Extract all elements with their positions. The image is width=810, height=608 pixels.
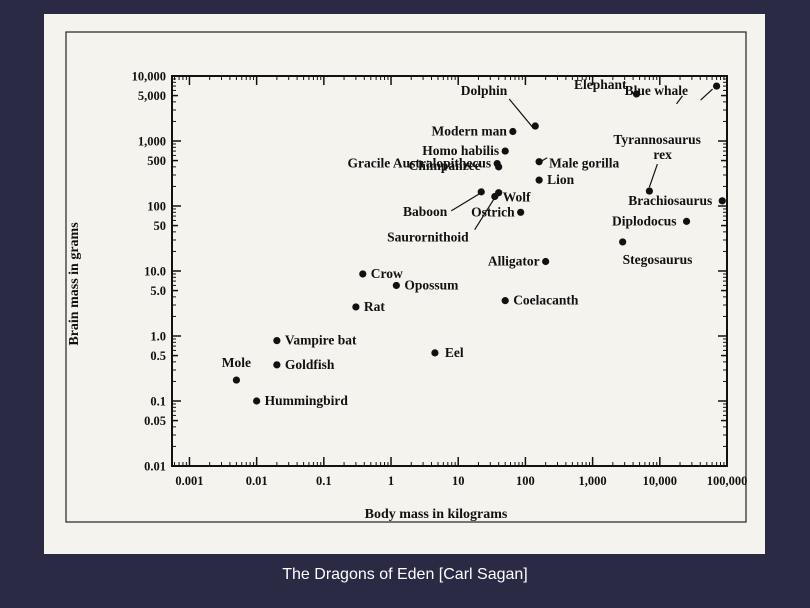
point-label-opossum: Opossum [404, 277, 459, 292]
point-rat [352, 303, 360, 311]
point-alligator [542, 257, 550, 266]
x-tick-label: 1 [388, 474, 394, 488]
y-tick-label: 1.0 [150, 330, 166, 344]
leader-line [676, 95, 683, 105]
point-label-vampire-bat: Vampire bat [285, 333, 357, 348]
point-label-chimpanzee: Chimpanzee [409, 158, 481, 173]
leader-line [508, 98, 534, 129]
point-label-homo-habilis: Homo habilis [422, 143, 499, 158]
point-label-brachiosaurus: Brachiosaurus [628, 193, 712, 208]
figure-frame [65, 31, 747, 523]
x-tick-label: 10,000 [643, 474, 677, 488]
point-ostrich [517, 208, 525, 216]
point-mole [232, 376, 241, 384]
x-tick-label: 100 [516, 474, 535, 488]
point-opossum [392, 281, 400, 290]
point-label-rat: Rat [364, 299, 385, 314]
y-tick-label: 100 [147, 200, 166, 214]
point-eel [431, 349, 439, 357]
y-tick-label: 0.5 [150, 349, 166, 363]
point-chimpanzee [495, 163, 503, 171]
point-label-tyrannosaurus-rex: Tyrannosaurus rex [613, 132, 701, 162]
point-label-modern-man: Modern man [431, 124, 507, 139]
point-label-lion: Lion [547, 172, 575, 187]
point-coelacanth [501, 297, 509, 305]
point-goldfish [273, 361, 281, 369]
point-label-male-gorilla: Male gorilla [549, 156, 619, 171]
leader-line [450, 193, 480, 212]
y-tick-label: 10.0 [144, 265, 166, 279]
point-elephant [632, 90, 641, 98]
point-label-gracile-australopithecus: Gracile Australopithecus [348, 156, 492, 171]
point-male-gorilla [535, 158, 543, 166]
point-vampire-bat [273, 336, 281, 345]
point-lion [535, 176, 543, 184]
y-axis-label: Brain mass in grams [67, 222, 82, 346]
point-label-hummingbird: Hummingbird [265, 393, 349, 408]
y-tick-label: 50 [154, 219, 167, 233]
point-label-dolphin: Dolphin [461, 83, 508, 98]
point-label-ostrich: Ostrich [471, 204, 515, 219]
point-homo-habilis [501, 147, 509, 155]
brain-body-chart: 0.001 0.01 0.1 1 10 100 1,000 10,000 100,000 10,0… [65, 31, 748, 523]
y-tick-label: 5,000 [138, 89, 166, 103]
y-tick-label: 0.01 [144, 460, 166, 474]
point-label-alligator: Alligator [488, 254, 540, 269]
point-tyrannosaurus-rex [645, 187, 653, 195]
point-label-saurornithoid: Saurornithoid [387, 230, 469, 245]
point-label-crow: Crow [371, 266, 403, 281]
point-saurornithoid [495, 189, 503, 197]
point-modern-man [509, 127, 517, 136]
point-blue-whale [712, 82, 721, 90]
point-label-diplodocus: Diplodocus [612, 213, 677, 228]
point-crow [359, 270, 367, 278]
y-tick-label: 10,000 [132, 70, 166, 84]
x-tick-label: 0.001 [175, 474, 203, 488]
point-label-eel: Eel [445, 345, 464, 360]
y-tick-label: 5.0 [150, 284, 166, 298]
point-brachiosaurus [718, 197, 726, 205]
x-tick-label: 100,000 [707, 474, 748, 488]
figure-caption: The Dragons of Eden [Carl Sagan] [282, 566, 528, 583]
x-tick-label: 0.1 [316, 474, 332, 488]
point-label-baboon: Baboon [403, 204, 448, 219]
point-stegosaurus [619, 238, 627, 246]
x-tick-label: 10 [452, 474, 465, 488]
scanned-figure: 0.001 0.01 0.1 1 10 100 1,000 10,000 100,000 10,0… [44, 14, 765, 554]
point-dolphin [531, 122, 539, 130]
leader-line [474, 194, 498, 231]
y-tick-label: 500 [147, 154, 166, 168]
point-hummingbird [253, 397, 261, 405]
point-baboon [477, 188, 485, 196]
leader-line [536, 157, 548, 165]
y-tick-label: 1,000 [138, 135, 166, 149]
leader-line [648, 163, 658, 188]
point-label-mole: Mole [222, 355, 251, 370]
y-tick-label: 0.05 [144, 414, 166, 428]
x-tick-label: 1,000 [579, 474, 607, 488]
point-label-coelacanth: Coelacanth [513, 293, 579, 308]
point-diplodocus [682, 217, 691, 225]
x-tick-label: 0.01 [246, 474, 268, 488]
point-label-goldfish: Goldfish [285, 357, 335, 372]
point-label-wolf: Wolf [503, 190, 531, 205]
point-label-elephant: Elephant [574, 77, 627, 92]
leader-line [700, 88, 713, 101]
y-tick-label: 0.1 [150, 395, 166, 409]
point-label-blue-whale: Blue whale [625, 83, 688, 98]
point-label-stegosaurus: Stegosaurus [623, 252, 693, 267]
x-axis-label: Body mass in kilograms [365, 507, 508, 522]
